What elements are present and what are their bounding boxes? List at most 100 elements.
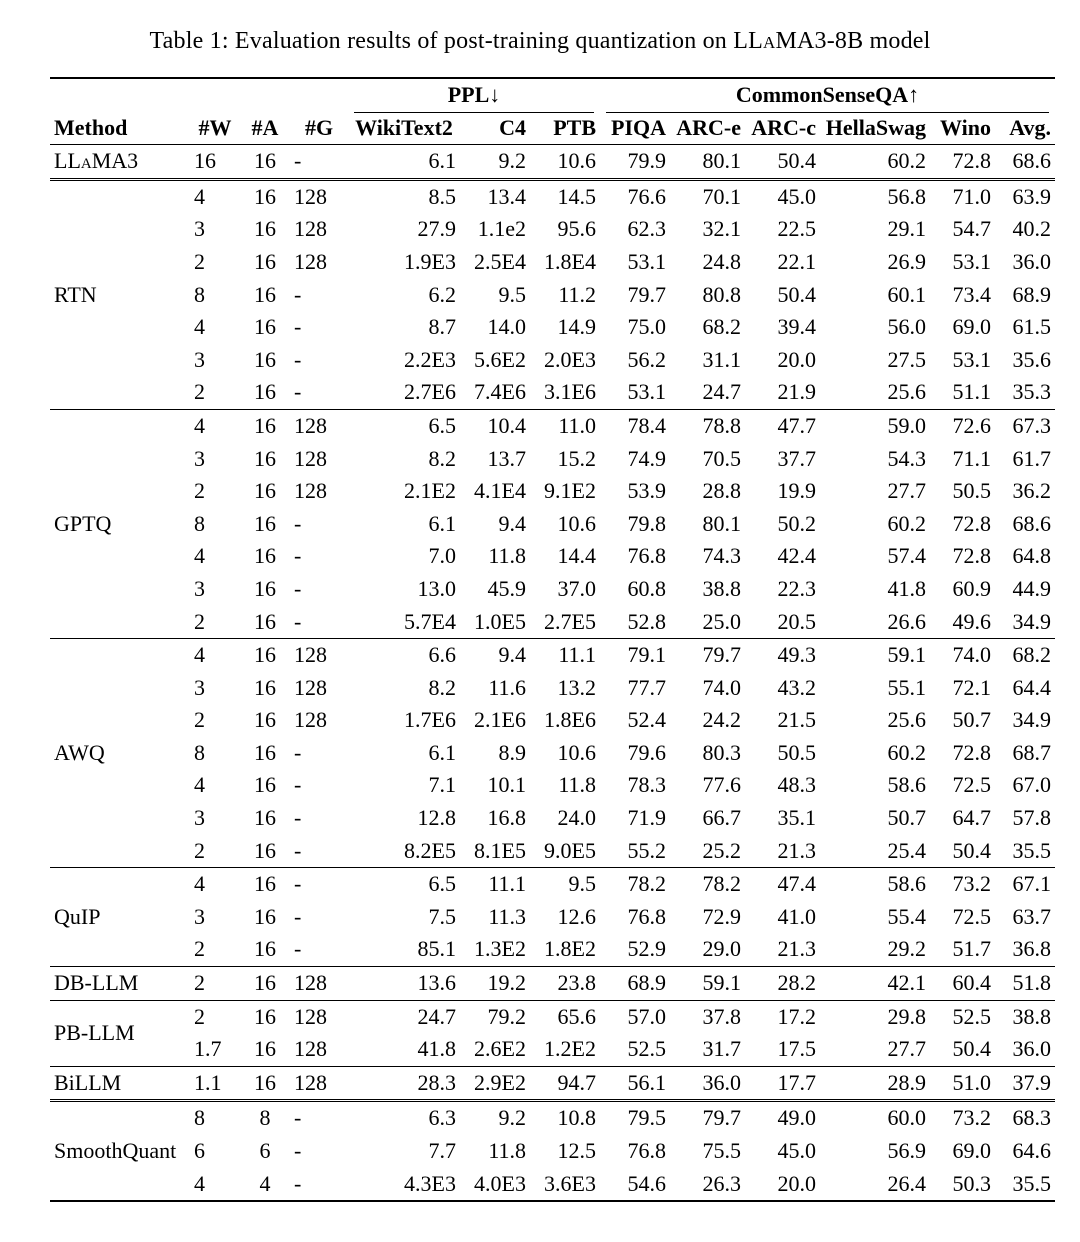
cell-hella: 29.1 [820,213,930,246]
cell-wiki: 6.1 [348,145,460,180]
cell-ptb: 13.2 [530,672,600,705]
results-table: Method #W #A #G PPL↓ CommonSenseQA↑ Wiki… [50,77,1055,1202]
cell-arce: 74.0 [670,672,745,705]
cell-g: - [290,1168,348,1202]
cell-hella: 60.2 [820,508,930,541]
cell-c4: 7.4E6 [460,376,530,409]
cell-piqa: 79.9 [600,145,670,180]
cell-wiki: 7.7 [348,1135,460,1168]
cell-wiki: 8.2E5 [348,835,460,868]
cell-a: 16 [240,540,290,573]
cell-piqa: 76.8 [600,1135,670,1168]
cell-ptb: 65.6 [530,1000,600,1033]
cell-hella: 50.7 [820,802,930,835]
cell-arce: 78.8 [670,409,745,442]
cell-ptb: 23.8 [530,967,600,1001]
cell-wino: 50.7 [930,704,995,737]
cell-c4: 11.8 [460,540,530,573]
col-w: #W [190,78,240,145]
cell-hella: 58.6 [820,868,930,901]
cell-piqa: 78.3 [600,769,670,802]
cell-wino: 53.1 [930,246,995,279]
table-row: 316-13.045.937.060.838.822.341.860.944.9 [50,573,1055,606]
cell-hella: 42.1 [820,967,930,1001]
cell-g: 128 [290,1000,348,1033]
cell-g: - [290,1101,348,1135]
cell-ptb: 12.6 [530,901,600,934]
cell-wiki: 6.5 [348,409,460,442]
cell-hella: 56.8 [820,179,930,213]
cell-avg: 63.9 [995,179,1055,213]
cell-hella: 55.4 [820,901,930,934]
cell-wino: 72.8 [930,540,995,573]
table-row: 816-6.18.910.679.680.350.560.272.868.7 [50,737,1055,770]
cell-w: 4 [190,639,240,672]
cell-avg: 68.6 [995,145,1055,180]
cell-c4: 9.4 [460,508,530,541]
cell-arce: 29.0 [670,933,745,966]
cell-arce: 72.9 [670,901,745,934]
cell-g: 128 [290,246,348,279]
table-row: 316-7.511.312.676.872.941.055.472.563.7 [50,901,1055,934]
cell-w: 1.1 [190,1066,240,1101]
cell-wino: 50.3 [930,1168,995,1202]
cell-arce: 79.7 [670,1101,745,1135]
col-arcc: ARC-c [745,112,820,145]
cell-arce: 77.6 [670,769,745,802]
col-arce: ARC-e [670,112,745,145]
cell-w: 3 [190,344,240,377]
cell-arce: 25.0 [670,606,745,639]
cell-w: 2 [190,933,240,966]
cell-w: 2 [190,376,240,409]
cell-c4: 45.9 [460,573,530,606]
cell-wino: 69.0 [930,311,995,344]
cell-wiki: 13.0 [348,573,460,606]
cell-piqa: 76.6 [600,179,670,213]
cell-hella: 29.2 [820,933,930,966]
cell-piqa: 60.8 [600,573,670,606]
cell-hella: 27.7 [820,1033,930,1066]
cell-arce: 31.1 [670,344,745,377]
cell-g: 128 [290,443,348,476]
cell-ptb: 2.0E3 [530,344,600,377]
cell-wiki: 7.0 [348,540,460,573]
cell-g: - [290,606,348,639]
cell-avg: 51.8 [995,967,1055,1001]
cell-piqa: 79.1 [600,639,670,672]
cell-a: 16 [240,901,290,934]
cell-w: 2 [190,704,240,737]
cell-wiki: 12.8 [348,802,460,835]
cell-g: 128 [290,639,348,672]
cell-piqa: 52.5 [600,1033,670,1066]
cell-arcc: 28.2 [745,967,820,1001]
cell-w: 8 [190,737,240,770]
cell-hella: 27.5 [820,344,930,377]
cell-arce: 28.8 [670,475,745,508]
table-row: DB-LLM21612813.619.223.868.959.128.242.1… [50,967,1055,1001]
cell-g: 128 [290,213,348,246]
cell-g: 128 [290,1066,348,1101]
cell-ptb: 9.1E2 [530,475,600,508]
cell-c4: 13.4 [460,179,530,213]
cell-a: 16 [240,376,290,409]
method-cell: GPTQ [50,409,190,638]
cell-ptb: 3.1E6 [530,376,600,409]
cell-wiki: 6.1 [348,508,460,541]
cell-avg: 34.9 [995,704,1055,737]
cell-w: 4 [190,179,240,213]
method-cell: RTN [50,179,190,409]
table-row: 2161281.7E62.1E61.8E652.424.221.525.650.… [50,704,1055,737]
cell-avg: 64.8 [995,540,1055,573]
colgroup-ppl: PPL↓ [348,78,600,112]
cell-wiki: 6.5 [348,868,460,901]
cell-c4: 2.5E4 [460,246,530,279]
cell-g: - [290,933,348,966]
table-row: 66-7.711.812.576.875.545.056.969.064.6 [50,1135,1055,1168]
cell-arcc: 48.3 [745,769,820,802]
cell-w: 2 [190,1000,240,1033]
table-row: QuIP416-6.511.19.578.278.247.458.673.267… [50,868,1055,901]
cell-w: 3 [190,213,240,246]
cell-ptb: 1.2E2 [530,1033,600,1066]
cell-g: - [290,769,348,802]
caption-model-sc: a [763,28,775,54]
